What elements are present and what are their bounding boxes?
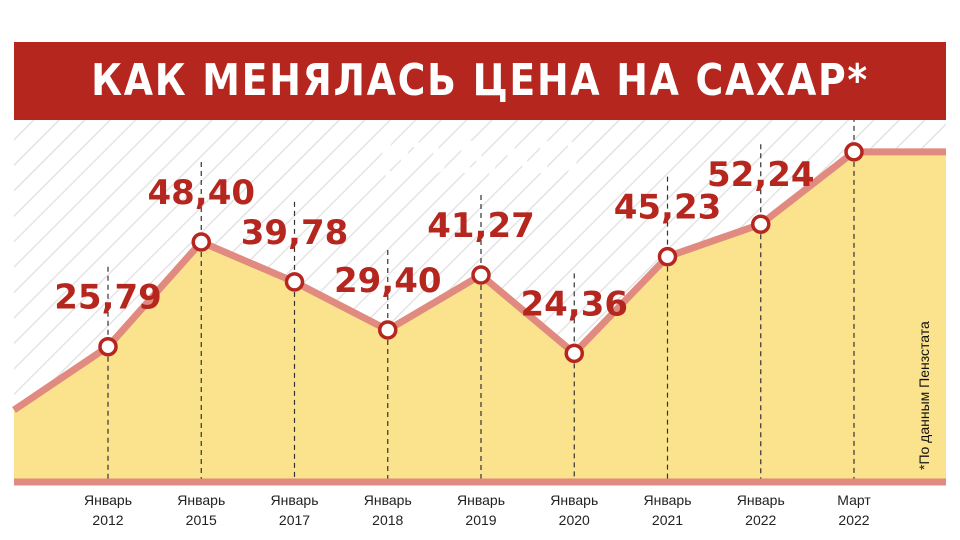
area-fill [14, 151, 946, 483]
x-tick-label: 2021 [652, 512, 683, 528]
data-point [378, 320, 398, 340]
x-tick-label: Январь [644, 492, 692, 508]
data-point [284, 272, 305, 292]
value-label: 29,40 [334, 261, 442, 301]
x-tick-label: 2022 [745, 512, 776, 528]
x-tick-label: 2020 [559, 512, 590, 528]
x-tick-label: 2022 [838, 512, 869, 528]
data-point [564, 343, 584, 364]
source-note: *По данным Пензстата [916, 321, 932, 470]
x-tick-label: Март [837, 492, 871, 508]
x-tick-label: Январь [737, 492, 785, 508]
x-tick-label: Январь [550, 492, 598, 508]
x-tick-label: 2017 [279, 512, 310, 528]
x-tick-label: Январь [364, 492, 412, 508]
points [98, 142, 864, 364]
data-point [657, 246, 678, 267]
x-tick-label: 2015 [186, 512, 217, 528]
x-tick-label: Январь [84, 492, 132, 508]
data-point [844, 142, 864, 162]
value-label: 41,27 [427, 206, 535, 246]
value-label: 25,79 [54, 278, 162, 318]
x-axis-labels: Январь 2012 Январь 2015 Январь 2017 Январь 2018… [84, 492, 871, 528]
x-tick-label: Январь [177, 492, 225, 508]
data-point [191, 232, 211, 252]
x-tick-label: Январь [271, 492, 319, 508]
x-tick-label: 2018 [372, 512, 403, 528]
title-bar: КАК МЕНЯЛАСЬ ЦЕНА НА САХАР* (РУБ/КГ) [14, 42, 946, 184]
x-tick-label: 2019 [465, 512, 496, 528]
data-point [98, 336, 118, 357]
x-tick-label: Январь [457, 492, 505, 508]
value-label: 52,24 [707, 155, 815, 195]
data-point [471, 265, 491, 285]
area-layer [14, 151, 946, 483]
data-point [751, 214, 771, 234]
drop-lines [107, 71, 855, 482]
x-tick-label: 2012 [92, 512, 123, 528]
value-label: 24,36 [520, 284, 628, 324]
chart-title: КАК МЕНЯЛАСЬ ЦЕНА НА САХАР* (РУБ/КГ) [91, 55, 869, 184]
value-label: 48,40 [147, 173, 255, 213]
value-label: 39,78 [241, 213, 349, 253]
value-label: 45,23 [614, 188, 722, 228]
